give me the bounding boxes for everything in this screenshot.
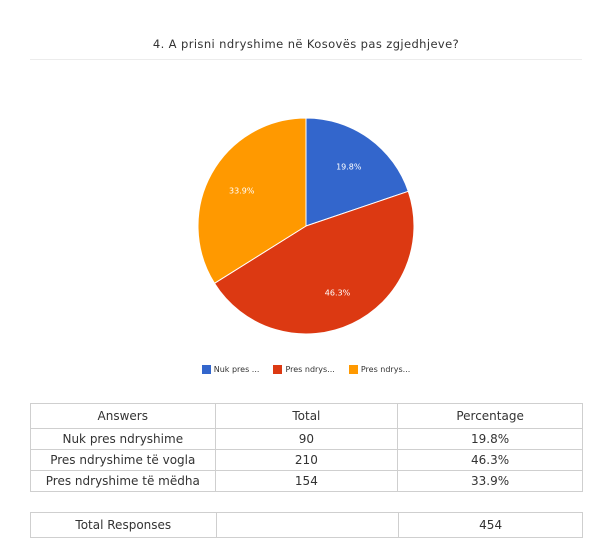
chart-legend: Nuk pres ... Pres ndrys... Pres ndrys...: [0, 365, 612, 374]
pie-slice-pres-vogla[interactable]: [213, 190, 415, 335]
cell-total: 154: [214, 470, 399, 492]
cell-total: 90: [214, 428, 399, 450]
answers-table: Answers Total Percentage Nuk pres ndrysh…: [30, 403, 583, 492]
cell-percentage: 46.3%: [397, 449, 583, 471]
pie-slice-label: 33.9%: [229, 186, 255, 195]
cell-answer: Nuk pres ndryshime: [30, 428, 216, 450]
total-responses-value: 454: [398, 512, 583, 538]
header-total: Total: [214, 403, 399, 429]
header-answers: Answers: [30, 403, 216, 429]
pie-chart: 19.8% 46.3% 33.9%: [197, 117, 415, 335]
total-responses-empty: [215, 512, 400, 538]
table-header-row: Answers Total Percentage: [30, 403, 583, 429]
cell-percentage: 19.8%: [397, 428, 583, 450]
header-percentage: Percentage: [397, 403, 583, 429]
cell-answer: Pres ndryshime të vogla: [30, 449, 216, 471]
legend-label: Pres ndrys...: [360, 365, 411, 374]
legend-item-nuk-pres[interactable]: Nuk pres ...: [201, 365, 260, 374]
cell-percentage: 33.9%: [397, 470, 583, 492]
pie-slice-pres-medha[interactable]: [197, 117, 307, 284]
legend-swatch-red: [273, 365, 283, 374]
chart-title: 4. A prisni ndryshime në Kosovës pas zgj…: [152, 37, 460, 51]
cell-total: 210: [214, 449, 399, 471]
cell-answer: Pres ndryshime të mëdha: [30, 470, 216, 492]
table-row: Pres ndryshime të vogla 210 46.3%: [30, 449, 583, 471]
pie-slice-label: 19.8%: [336, 162, 362, 171]
total-row: Total Responses 454: [30, 512, 583, 538]
total-responses-label: Total Responses: [30, 512, 217, 538]
table-row: Nuk pres ndryshime 90 19.8%: [30, 428, 583, 450]
table-row: Pres ndryshime të mëdha 154 33.9%: [30, 470, 583, 492]
legend-swatch-blue: [201, 365, 211, 374]
title-divider: [30, 59, 582, 60]
legend-label: Pres ndrys...: [285, 365, 335, 374]
legend-item-pres-vogla[interactable]: Pres ndrys...: [273, 365, 335, 374]
total-responses-table: Total Responses 454: [30, 512, 583, 538]
legend-label: Nuk pres ...: [213, 365, 260, 374]
pie-slice-label: 46.3%: [325, 288, 351, 297]
legend-swatch-orange: [348, 365, 358, 374]
pie-slice-nuk-pres[interactable]: [305, 117, 409, 227]
legend-item-pres-medha[interactable]: Pres ndrys...: [348, 365, 411, 374]
